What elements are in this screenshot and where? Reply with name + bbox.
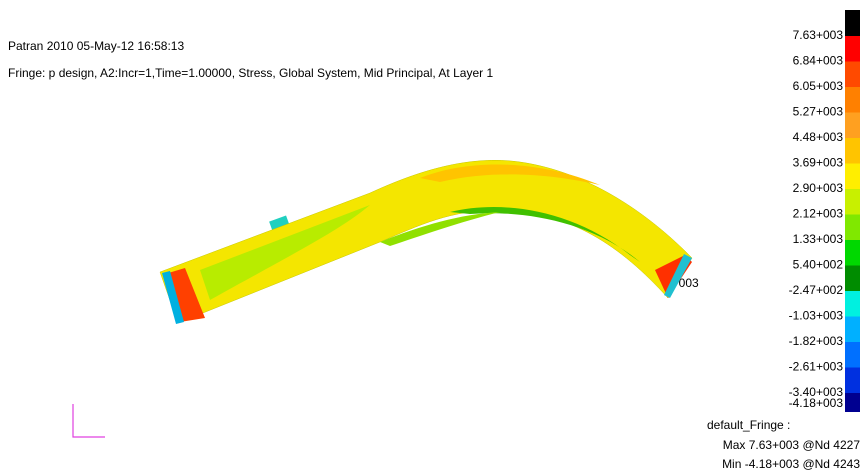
legend-label: -2.61+003 [789,360,844,374]
header-title: Patran 2010 05-May-12 16:58:13 [8,39,184,53]
legend-label: 6.84+003 [793,54,844,68]
legend-label: 3.69+003 [793,156,844,170]
legend-band [845,291,860,317]
axis-triad [73,404,105,437]
legend-band [845,62,860,88]
legend-band [845,215,860,241]
pipe-model [160,160,692,324]
legend: 7.63+003 6.84+003 6.05+003 5.27+003 4.48+003… [789,10,860,412]
legend-band [845,164,860,190]
legend-label: -1.03+003 [789,309,844,323]
footer-min: Min -4.18+003 @Nd 4243 [722,457,860,471]
legend-band [845,10,860,36]
legend-band [845,87,860,113]
legend-label: 4.48+003 [793,130,844,144]
legend-band [845,113,860,139]
legend-band [845,36,860,62]
header-subtitle: Fringe: p design, A2:Incr=1,Time=1.00000… [8,66,493,80]
legend-label: -1.82+003 [789,334,844,348]
legend-label: -4.18+003 [789,396,844,410]
legend-label: 1.33+003 [793,232,844,246]
legend-band [845,393,860,412]
legend-label: 2.90+003 [793,181,844,195]
legend-band [845,189,860,215]
legend-band [845,368,860,394]
legend-band [845,266,860,292]
legend-band [845,138,860,164]
legend-label: 5.40+002 [793,258,844,272]
footer-name: default_Fringe : [707,418,790,432]
legend-label: 6.05+003 [793,79,844,93]
legend-label: -2.47+002 [789,283,844,297]
viewport: Patran 2010 05-May-12 16:58:13 Fringe: p… [0,0,864,476]
legend-label: 7.63+003 [793,28,844,42]
pipe-body [160,160,692,323]
legend-label: 5.27+003 [793,105,844,119]
footer-max: Max 7.63+003 @Nd 4227 [723,438,861,452]
legend-band [845,342,860,368]
legend-band [845,240,860,266]
legend-label: 2.12+003 [793,207,844,221]
legend-band [845,317,860,343]
